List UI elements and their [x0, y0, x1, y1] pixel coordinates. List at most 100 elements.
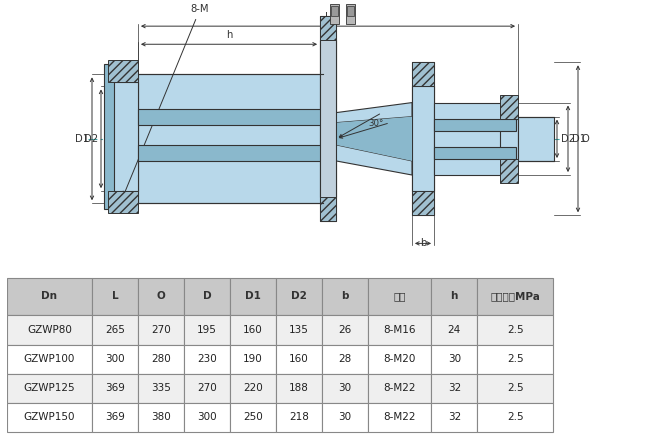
Bar	[434, 147, 516, 159]
Bar	[184, 374, 230, 403]
Text: D: D	[203, 291, 211, 301]
Bar	[330, 4, 339, 24]
Bar	[6, 403, 92, 432]
Text: 8-M22: 8-M22	[384, 383, 416, 393]
Text: 218: 218	[289, 413, 309, 423]
Text: L: L	[325, 12, 331, 22]
Bar	[432, 278, 477, 315]
Bar	[184, 403, 230, 432]
Text: 24: 24	[448, 325, 461, 335]
Text: 30: 30	[338, 383, 351, 393]
Bar	[230, 403, 276, 432]
Bar	[138, 109, 323, 125]
Bar	[320, 16, 336, 40]
Bar	[276, 315, 322, 345]
Bar	[6, 278, 92, 315]
Bar	[500, 119, 518, 159]
Text: Dn: Dn	[42, 291, 57, 301]
Bar	[368, 403, 432, 432]
Bar	[138, 315, 184, 345]
Text: 369: 369	[105, 383, 125, 393]
Bar	[92, 374, 138, 403]
Text: GZWP125: GZWP125	[23, 383, 75, 393]
Bar	[368, 315, 432, 345]
Bar	[368, 374, 432, 403]
Polygon shape	[336, 145, 412, 175]
Bar	[184, 345, 230, 374]
Bar	[108, 60, 138, 82]
Text: 195: 195	[197, 325, 217, 335]
Bar	[322, 315, 368, 345]
Text: 8-M22: 8-M22	[384, 413, 416, 423]
Bar	[320, 197, 336, 221]
Bar	[500, 159, 518, 183]
Text: 220: 220	[243, 383, 263, 393]
Text: 2.5: 2.5	[507, 325, 523, 335]
Text: 230: 230	[198, 354, 217, 364]
Text: 300: 300	[198, 413, 217, 423]
Text: 160: 160	[289, 354, 309, 364]
Bar	[322, 403, 368, 432]
Bar	[104, 64, 114, 209]
Bar	[6, 374, 92, 403]
Text: D2: D2	[84, 134, 98, 144]
Bar	[322, 374, 368, 403]
Bar	[230, 315, 276, 345]
Text: 32: 32	[448, 413, 461, 423]
Polygon shape	[336, 117, 412, 161]
Bar	[477, 374, 553, 403]
Bar	[322, 345, 368, 374]
Text: 工作压力MPa: 工作压力MPa	[490, 291, 540, 301]
Bar	[276, 403, 322, 432]
Text: 2.5: 2.5	[507, 413, 523, 423]
Text: 270: 270	[198, 383, 217, 393]
Text: 30°: 30°	[368, 119, 384, 128]
Bar	[230, 278, 276, 315]
Text: 188: 188	[289, 383, 309, 393]
Bar	[368, 278, 432, 315]
Text: GZWP80: GZWP80	[27, 325, 72, 335]
Bar	[138, 74, 323, 203]
Bar	[518, 117, 554, 161]
Text: D1: D1	[245, 291, 261, 301]
Text: D1: D1	[572, 134, 586, 144]
Polygon shape	[336, 102, 412, 123]
Text: 30: 30	[338, 413, 351, 423]
Text: 2.5: 2.5	[507, 354, 523, 364]
Bar	[412, 62, 434, 215]
Bar	[184, 315, 230, 345]
Text: L: L	[112, 291, 119, 301]
Bar	[346, 4, 355, 24]
Bar	[320, 40, 336, 197]
Text: O: O	[157, 291, 166, 301]
Bar	[276, 374, 322, 403]
Bar	[230, 374, 276, 403]
Bar	[432, 403, 477, 432]
Bar	[412, 62, 434, 86]
Bar	[331, 6, 338, 16]
Text: 380: 380	[151, 413, 171, 423]
Text: 270: 270	[151, 325, 171, 335]
Bar	[322, 278, 368, 315]
Text: 190: 190	[243, 354, 263, 364]
Text: 2.5: 2.5	[507, 383, 523, 393]
Bar	[477, 345, 553, 374]
Text: D1: D1	[75, 134, 89, 144]
Bar	[6, 315, 92, 345]
Text: 28: 28	[338, 354, 352, 364]
Text: O: O	[582, 134, 590, 144]
Bar	[108, 82, 138, 191]
Bar	[138, 278, 184, 315]
Bar	[412, 191, 434, 215]
Bar	[432, 374, 477, 403]
Bar	[92, 345, 138, 374]
Bar	[138, 374, 184, 403]
Bar	[138, 145, 323, 161]
Text: D2: D2	[291, 291, 307, 301]
Text: h: h	[450, 291, 458, 301]
Text: 265: 265	[105, 325, 125, 335]
Text: 160: 160	[243, 325, 263, 335]
Text: b: b	[341, 291, 348, 301]
Bar	[412, 86, 434, 191]
Text: b: b	[420, 238, 426, 248]
